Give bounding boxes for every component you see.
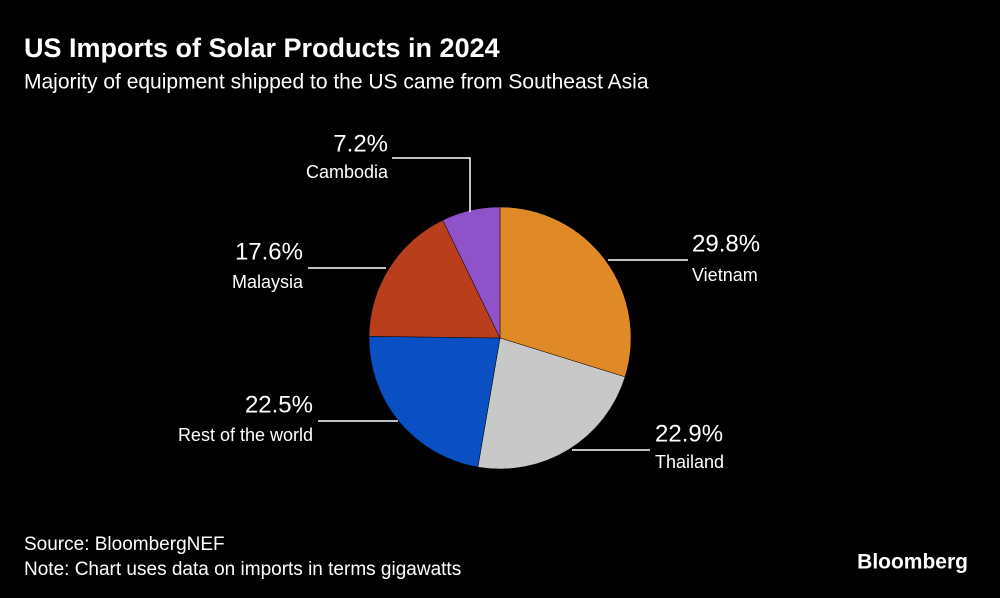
- category-label: Rest of the world: [178, 425, 313, 445]
- category-label: Cambodia: [306, 162, 389, 182]
- category-label: Malaysia: [232, 272, 304, 292]
- value-label: 22.5%: [245, 391, 313, 418]
- chart-title: US Imports of Solar Products in 2024: [24, 33, 500, 63]
- category-label: Thailand: [655, 452, 724, 472]
- leader-line: [392, 157, 471, 212]
- category-label: Vietnam: [692, 265, 758, 285]
- pie-slice: [477, 337, 626, 470]
- chart-subtitle: Majority of equipment shipped to the US …: [24, 71, 649, 94]
- pie-slice: [368, 336, 501, 468]
- source: Source: BloombergNEF: [24, 534, 225, 555]
- note: Note: Chart uses data on imports in term…: [24, 559, 461, 580]
- value-label: 17.6%: [235, 238, 303, 265]
- value-label: 29.8%: [692, 230, 760, 257]
- value-label: 22.9%: [655, 420, 723, 447]
- logo: Bloomberg: [857, 551, 968, 574]
- pie-slice: [368, 219, 501, 339]
- value-label: 7.2%: [333, 130, 388, 157]
- pie-slice: [499, 206, 632, 378]
